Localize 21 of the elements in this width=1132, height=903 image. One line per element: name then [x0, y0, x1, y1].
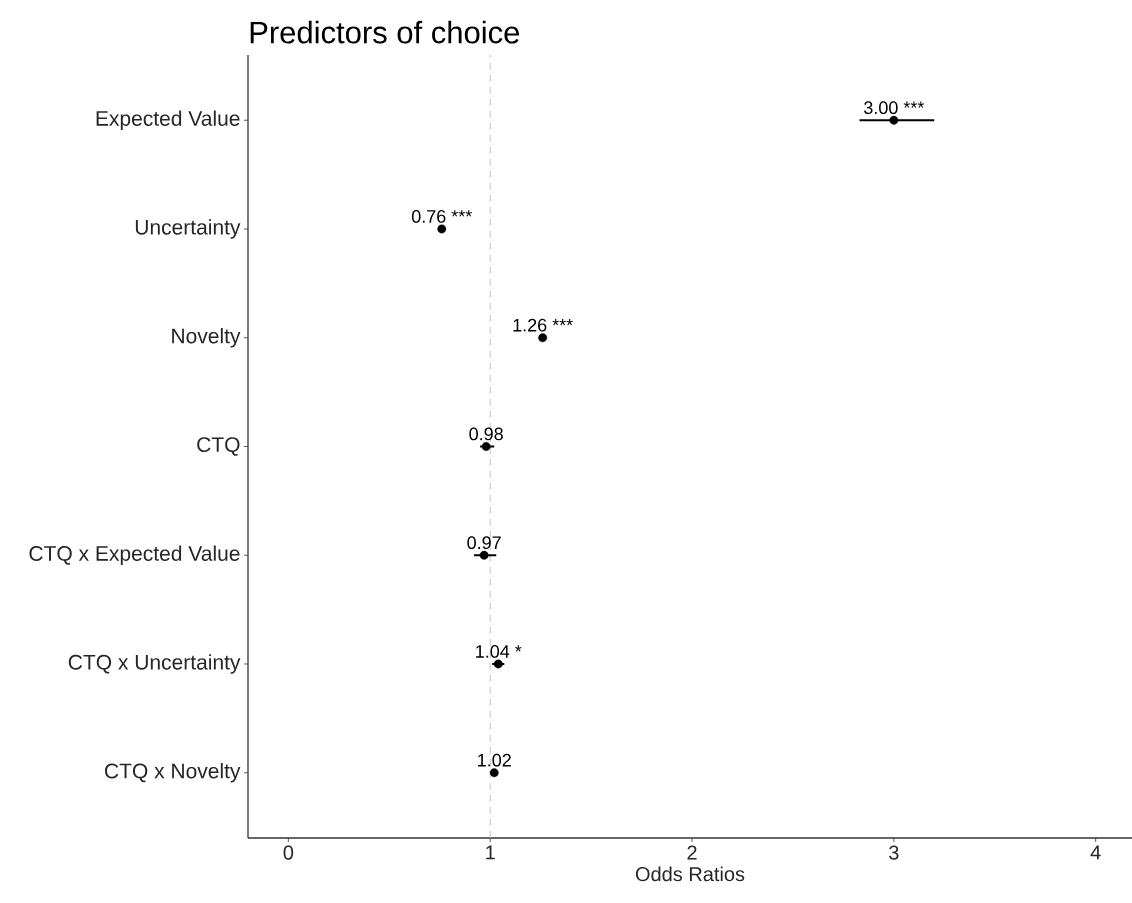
- y-tick-label: CTQ x Uncertainty: [68, 654, 241, 674]
- data-label: 1.04 *: [476, 645, 522, 658]
- data-label: 1.02: [478, 753, 511, 767]
- x-axis-title: Odds Ratios: [635, 866, 745, 882]
- y-tick-label: CTQ x Expected Value: [29, 545, 240, 566]
- y-tick-label: CTQ: [197, 437, 240, 456]
- data-label: 0.76 ***: [411, 210, 472, 223]
- x-tick-label: 3: [889, 845, 899, 860]
- y-tick-label: Uncertainty: [135, 219, 241, 239]
- data-label: 3.00 ***: [864, 101, 925, 115]
- data-label: 0.98: [469, 427, 503, 441]
- data-label: 1.26 ***: [513, 318, 573, 332]
- x-tick-label: 1: [486, 845, 495, 860]
- y-tick-label: CTQ x Novelty: [105, 762, 241, 783]
- chart-title: Predictors of choice: [250, 20, 519, 44]
- x-tick-label: 0: [283, 845, 294, 860]
- data-label: 0.97: [467, 536, 501, 550]
- x-tick-label: 2: [687, 845, 697, 860]
- y-tick-label: Expected Value: [96, 110, 240, 131]
- x-tick-label: 4: [1090, 845, 1101, 860]
- y-tick-label: Novelty: [172, 327, 241, 348]
